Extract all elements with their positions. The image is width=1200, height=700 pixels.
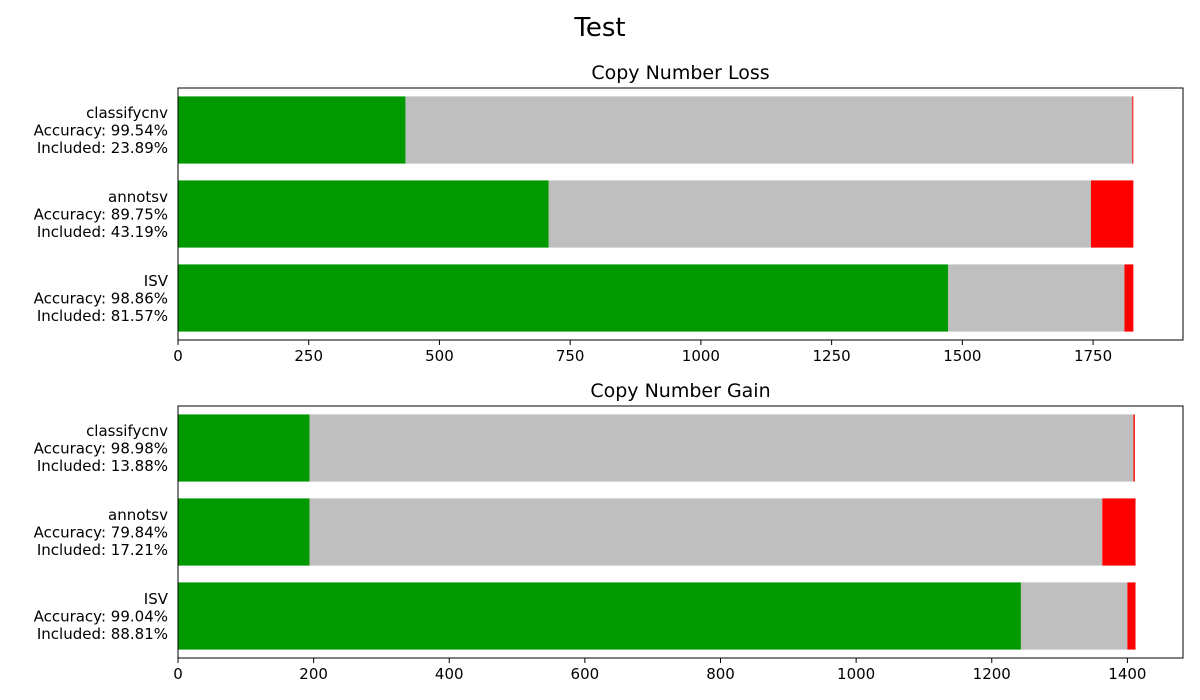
chart-title: Copy Number Loss [591, 62, 769, 84]
x-tick-label: 500 [425, 347, 454, 365]
category-label: ISV [144, 272, 169, 290]
x-tick-label: 1750 [1074, 347, 1112, 365]
x-tick-label: 200 [299, 665, 328, 683]
x-tick-label: 0 [173, 665, 183, 683]
category-label: Included: 17.21% [37, 541, 168, 559]
category-label: Included: 43.19% [37, 223, 168, 241]
category-label: classifycnv [86, 104, 168, 122]
axes-frame [177, 87, 1184, 341]
x-tick-label: 1400 [1108, 665, 1146, 683]
bar-classifycnv-segment-1 [405, 96, 1133, 164]
x-tick-label: 1000 [682, 347, 720, 365]
x-tick-label: 1250 [813, 347, 851, 365]
bar-annotsv-segment-0 [178, 180, 549, 248]
chart-title: Copy Number Gain [590, 380, 770, 402]
x-tick-label: 400 [435, 665, 464, 683]
bar-ISV-segment-0 [178, 582, 1021, 650]
category-label: Accuracy: 89.75% [34, 206, 168, 224]
bar-annotsv-segment-1 [309, 498, 1103, 566]
category-label: Included: 81.57% [37, 307, 168, 325]
bar-classifycnv-segment-2 [1133, 414, 1135, 482]
bar-ISV-segment-1 [948, 264, 1125, 332]
category-label: annotsv [108, 506, 168, 524]
bar-ISV-segment-0 [178, 264, 949, 332]
category-label: Included: 88.81% [37, 625, 168, 643]
axes-frame [177, 405, 1184, 659]
category-label: annotsv [108, 188, 168, 206]
category-label: Accuracy: 98.86% [34, 290, 168, 308]
category-label: Accuracy: 79.84% [34, 524, 168, 542]
bar-classifycnv-segment-1 [309, 414, 1134, 482]
x-tick-label: 800 [706, 665, 735, 683]
category-label: ISV [144, 590, 169, 608]
x-tick-label: 1000 [837, 665, 875, 683]
category-label: Accuracy: 99.04% [34, 608, 168, 626]
x-tick-label: 750 [556, 347, 585, 365]
x-tick-label: 600 [571, 665, 600, 683]
x-tick-label: 250 [294, 347, 323, 365]
x-tick-label: 1200 [973, 665, 1011, 683]
bar-classifycnv-segment-2 [1132, 96, 1134, 164]
bar-ISV-segment-1 [1020, 582, 1128, 650]
x-tick-label: 0 [173, 347, 183, 365]
category-label: Accuracy: 98.98% [34, 440, 168, 458]
bar-ISV-segment-2 [1127, 582, 1136, 650]
bar-annotsv-segment-1 [548, 180, 1091, 248]
x-tick-label: 1500 [943, 347, 981, 365]
bar-annotsv-segment-2 [1102, 498, 1136, 566]
bar-annotsv-segment-2 [1090, 180, 1134, 248]
bar-ISV-segment-2 [1124, 264, 1134, 332]
figure-title: Test [573, 13, 625, 43]
category-label: Included: 23.89% [37, 139, 168, 157]
category-label: classifycnv [86, 422, 168, 440]
category-label: Included: 13.88% [37, 457, 168, 475]
bar-classifycnv-segment-0 [178, 96, 406, 164]
bar-annotsv-segment-0 [178, 498, 310, 566]
bar-classifycnv-segment-0 [178, 414, 310, 482]
category-label: Accuracy: 99.54% [34, 122, 168, 140]
